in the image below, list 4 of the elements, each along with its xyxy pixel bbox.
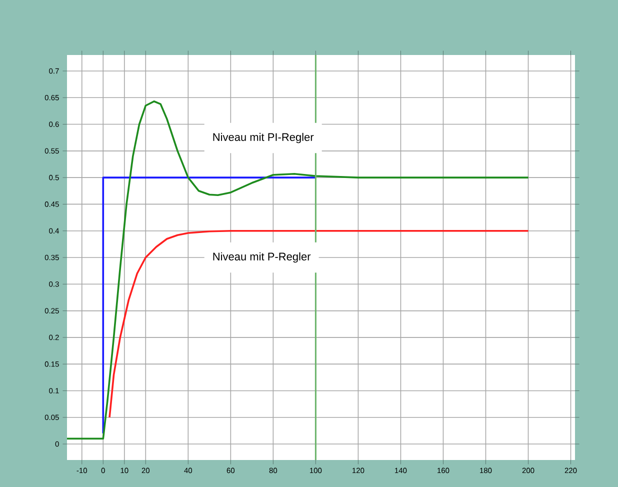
- line-series: [67, 100, 530, 440]
- line-series: [108, 230, 530, 418]
- annotation: Niveau mit P-Regler: [213, 252, 311, 263]
- annotation: Niveau mit PI-Regler: [213, 132, 314, 144]
